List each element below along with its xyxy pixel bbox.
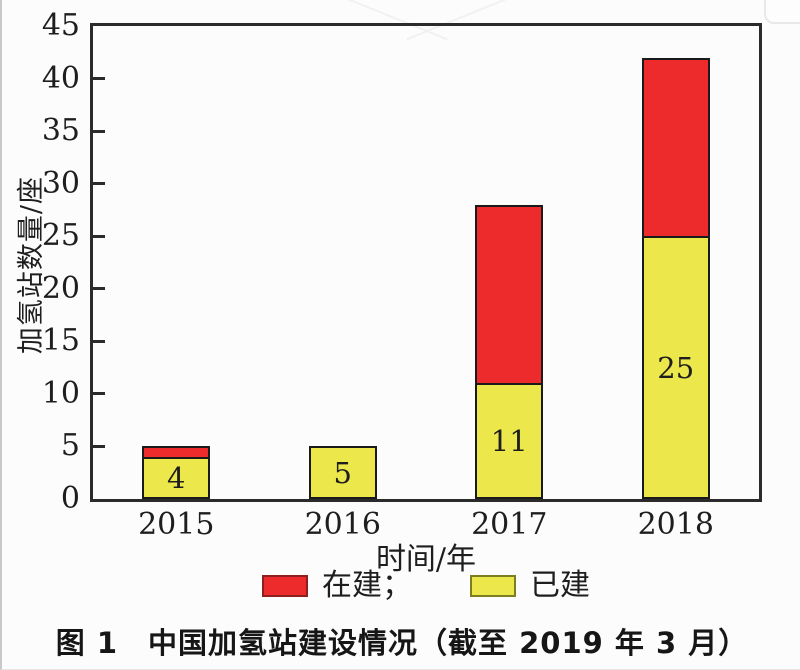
y-tick-mark: [93, 234, 105, 238]
y-tick-label: 0: [60, 481, 80, 516]
legend-item-under-construction: 在建；: [262, 570, 412, 602]
legend-label-built: 已建: [530, 568, 590, 603]
legend-item-built: 已建: [470, 570, 590, 602]
bar-segment-built-2016: [308, 446, 377, 499]
y-tick-label: 25: [41, 218, 80, 254]
x-tick-label-2015: 2015: [138, 507, 215, 542]
y-tick-mark: [93, 444, 105, 448]
watermark-corner: [764, 0, 800, 24]
y-tick-label: 15: [41, 323, 80, 359]
legend: 在建； 已建: [90, 570, 762, 602]
legend-swatch-yellow: [470, 575, 516, 597]
y-tick-mark: [93, 129, 105, 133]
bar-segment-built-2015: [142, 456, 211, 499]
x-axis-title: 时间/年: [375, 542, 477, 577]
legend-swatch-red: [262, 575, 308, 597]
y-tick-label: 5: [60, 428, 80, 464]
bar-segment-under-construction-2018: [641, 57, 710, 237]
bar-segment-under-construction-2017: [475, 204, 544, 384]
y-tick-label: 35: [41, 113, 80, 149]
y-tick-label: 10: [41, 375, 80, 411]
x-tick-label-2016: 2016: [304, 507, 381, 542]
y-tick-mark: [93, 77, 105, 81]
legend-label-under-construction: 在建；: [322, 568, 412, 603]
y-tick-mark: [93, 392, 105, 396]
y-tick-mark: [93, 287, 105, 291]
bar-segment-built-2018: [641, 236, 710, 499]
x-tick-label-2017: 2017: [471, 507, 548, 542]
bar-segment-under-construction-2015: [142, 446, 211, 457]
bar-segment-built-2017: [475, 383, 544, 499]
y-tick-label: 30: [41, 165, 80, 201]
figure-caption: 图 1 中国加氢站建设情况（截至 2019 年 3 月）: [55, 626, 749, 660]
plot-area: 4 5 11 25: [90, 23, 762, 502]
x-tick-label-2018: 2018: [637, 507, 714, 542]
y-tick-label: 40: [41, 60, 80, 96]
y-tick-label: 45: [41, 8, 80, 43]
y-tick-mark: [93, 339, 105, 343]
y-tick-label: 20: [41, 270, 80, 306]
y-tick-mark: [93, 182, 105, 186]
